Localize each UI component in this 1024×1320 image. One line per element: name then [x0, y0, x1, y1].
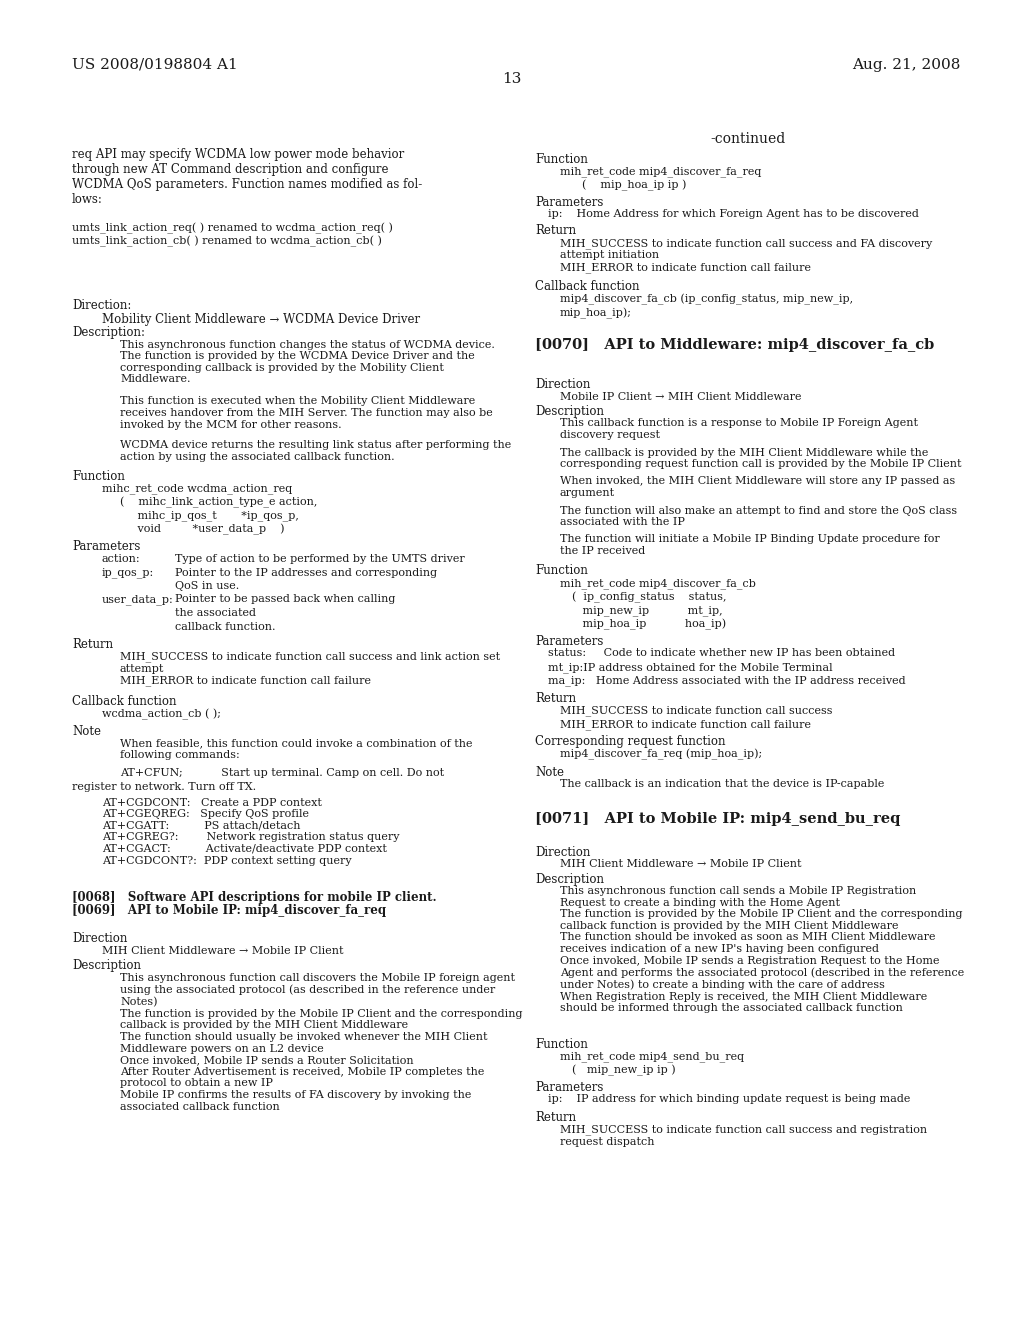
Text: Description: Description — [72, 960, 141, 973]
Text: mt_ip:IP address obtained for the Mobile Terminal: mt_ip:IP address obtained for the Mobile… — [548, 663, 833, 673]
Text: This asynchronous function call discovers the Mobile IP foreign agent
using the : This asynchronous function call discover… — [120, 973, 522, 1111]
Text: The function will initiate a Mobile IP Binding Update procedure for
the IP recei: The function will initiate a Mobile IP B… — [560, 535, 940, 556]
Text: Direction: Direction — [72, 932, 127, 945]
Text: Function: Function — [72, 470, 125, 483]
Text: mih_ret_code mip4_discover_fa_cb: mih_ret_code mip4_discover_fa_cb — [560, 578, 756, 589]
Text: user_data_p:: user_data_p: — [102, 594, 174, 605]
Text: Parameters: Parameters — [535, 195, 603, 209]
Text: US 2008/0198804 A1: US 2008/0198804 A1 — [72, 58, 238, 73]
Text: [0069]   API to Mobile IP: mip4_discover_fa_req: [0069] API to Mobile IP: mip4_discover_f… — [72, 904, 386, 917]
Text: Pointer to the IP addresses and corresponding: Pointer to the IP addresses and correspo… — [175, 568, 437, 578]
Text: (    mip_hoa_ip ip ): ( mip_hoa_ip ip ) — [582, 180, 686, 191]
Text: MIH Client Middleware → Mobile IP Client: MIH Client Middleware → Mobile IP Client — [560, 859, 802, 869]
Text: QoS in use.: QoS in use. — [175, 581, 240, 591]
Text: wcdma_action_cb ( );: wcdma_action_cb ( ); — [102, 709, 221, 719]
Text: mih_ret_code mip4_discover_fa_req: mih_ret_code mip4_discover_fa_req — [560, 166, 762, 177]
Text: The callback is provided by the MIH Client Middleware while the
corresponding re: The callback is provided by the MIH Clie… — [560, 447, 962, 469]
Text: When invoked, the MIH Client Middleware will store any IP passed as
argument: When invoked, the MIH Client Middleware … — [560, 477, 955, 498]
Text: ma_ip:   Home Address associated with the IP address received: ma_ip: Home Address associated with the … — [548, 676, 905, 686]
Text: mip_new_ip           mt_ip,: mip_new_ip mt_ip, — [572, 605, 723, 615]
Text: Parameters: Parameters — [535, 1081, 603, 1094]
Text: AT+CGDCONT:   Create a PDP context
AT+CGEQREG:   Specify QoS profile
AT+CGATT:  : AT+CGDCONT: Create a PDP context AT+CGEQ… — [102, 797, 399, 866]
Text: ip_qos_p:: ip_qos_p: — [102, 568, 155, 578]
Text: Type of action to be performed by the UMTS driver: Type of action to be performed by the UM… — [175, 554, 465, 564]
Text: This asynchronous function call sends a Mobile IP Registration
Request to create: This asynchronous function call sends a … — [560, 886, 965, 1014]
Text: Aug. 21, 2008: Aug. 21, 2008 — [852, 58, 961, 73]
Text: register to network. Turn off TX.: register to network. Turn off TX. — [72, 781, 256, 792]
Text: mip4_discover_fa_cb (ip_config_status, mip_new_ip,: mip4_discover_fa_cb (ip_config_status, m… — [560, 294, 853, 305]
Text: mih_ret_code mip4_send_bu_req: mih_ret_code mip4_send_bu_req — [560, 1051, 744, 1061]
Text: callback function.: callback function. — [175, 622, 275, 631]
Text: (   mip_new_ip ip ): ( mip_new_ip ip ) — [572, 1064, 676, 1076]
Text: mip4_discover_fa_req (mip_hoa_ip);: mip4_discover_fa_req (mip_hoa_ip); — [560, 748, 762, 760]
Text: ip:    Home Address for which Foreign Agent has to be discovered: ip: Home Address for which Foreign Agent… — [548, 209, 919, 219]
Text: Note: Note — [535, 766, 564, 779]
Text: Parameters: Parameters — [72, 540, 140, 553]
Text: Parameters: Parameters — [535, 635, 603, 648]
Text: status:     Code to indicate whether new IP has been obtained: status: Code to indicate whether new IP … — [548, 648, 895, 659]
Text: This callback function is a response to Mobile IP Foreign Agent
discovery reques: This callback function is a response to … — [560, 418, 918, 440]
Text: mihc_ret_code wcdma_action_req: mihc_ret_code wcdma_action_req — [102, 483, 292, 494]
Text: The function will also make an attempt to find and store the QoS class
associate: The function will also make an attempt t… — [560, 506, 957, 527]
Text: [0070]   API to Middleware: mip4_discover_fa_cb: [0070] API to Middleware: mip4_discover_… — [535, 338, 934, 352]
Text: [0071]   API to Mobile IP: mip4_send_bu_req: [0071] API to Mobile IP: mip4_send_bu_re… — [535, 812, 900, 825]
Text: Description:: Description: — [72, 326, 145, 339]
Text: action:: action: — [102, 554, 140, 564]
Text: mihc_ip_qos_t       *ip_qos_p,: mihc_ip_qos_t *ip_qos_p, — [120, 511, 299, 521]
Text: MIH_SUCCESS to indicate function call success and link action set
attempt
MIH_ER: MIH_SUCCESS to indicate function call su… — [120, 652, 500, 686]
Text: Callback function: Callback function — [535, 281, 640, 293]
Text: req API may specify WCDMA low power mode behavior
through new AT Command descrip: req API may specify WCDMA low power mode… — [72, 148, 422, 206]
Text: Mobile IP Client → MIH Client Middleware: Mobile IP Client → MIH Client Middleware — [560, 392, 802, 401]
Text: Return: Return — [535, 692, 577, 705]
Text: umts_link_action_req( ) renamed to wcdma_action_req( )
umts_link_action_cb( ) re: umts_link_action_req( ) renamed to wcdma… — [72, 223, 393, 247]
Text: Mobility Client Middleware → WCDMA Device Driver: Mobility Client Middleware → WCDMA Devic… — [102, 313, 420, 326]
Text: When feasible, this function could invoke a combination of the
following command: When feasible, this function could invok… — [120, 738, 472, 760]
Text: Callback function: Callback function — [72, 696, 176, 708]
Text: Function: Function — [535, 153, 588, 166]
Text: MIH_SUCCESS to indicate function call success and registration
request dispatch: MIH_SUCCESS to indicate function call su… — [560, 1125, 927, 1147]
Text: (    mihc_link_action_type_e action,: ( mihc_link_action_type_e action, — [120, 498, 317, 508]
Text: Direction: Direction — [535, 846, 591, 858]
Text: Note: Note — [72, 725, 101, 738]
Text: -continued: -continued — [711, 132, 785, 147]
Text: MIH Client Middleware → Mobile IP Client: MIH Client Middleware → Mobile IP Client — [102, 946, 343, 956]
Text: Direction:: Direction: — [72, 300, 131, 312]
Text: Description: Description — [535, 873, 604, 886]
Text: AT+CFUN;           Start up terminal. Camp on cell. Do not: AT+CFUN; Start up terminal. Camp on cell… — [120, 768, 444, 779]
Text: Description: Description — [535, 405, 604, 418]
Text: WCDMA device returns the resulting link status after performing the
action by us: WCDMA device returns the resulting link … — [120, 440, 511, 462]
Text: the associated: the associated — [175, 609, 256, 618]
Text: Return: Return — [72, 638, 113, 651]
Text: This asynchronous function changes the status of WCDMA device.
The function is p: This asynchronous function changes the s… — [120, 339, 495, 384]
Text: MIH_SUCCESS to indicate function call success: MIH_SUCCESS to indicate function call su… — [560, 705, 833, 717]
Text: This function is executed when the Mobility Client Middleware
receives handover : This function is executed when the Mobil… — [120, 396, 493, 430]
Text: Return: Return — [535, 1111, 577, 1125]
Text: MIH_ERROR to indicate function call failure: MIH_ERROR to indicate function call fail… — [560, 719, 811, 730]
Text: Function: Function — [535, 1038, 588, 1051]
Text: Corresponding request function: Corresponding request function — [535, 735, 725, 748]
Text: 13: 13 — [503, 73, 521, 86]
Text: mip_hoa_ip);: mip_hoa_ip); — [560, 308, 632, 319]
Text: (  ip_config_status    status,: ( ip_config_status status, — [572, 591, 726, 603]
Text: Return: Return — [535, 224, 577, 238]
Text: Direction: Direction — [535, 378, 591, 391]
Text: ip:    IP address for which binding update request is being made: ip: IP address for which binding update … — [548, 1094, 910, 1105]
Text: Function: Function — [535, 565, 588, 578]
Text: MIH_SUCCESS to indicate function call success and FA discovery
attempt initiatio: MIH_SUCCESS to indicate function call su… — [560, 238, 932, 273]
Text: The callback is an indication that the device is IP-capable: The callback is an indication that the d… — [560, 779, 885, 789]
Text: [0068]   Software API descriptions for mobile IP client.: [0068] Software API descriptions for mob… — [72, 891, 436, 903]
Text: void         *user_data_p    ): void *user_data_p ) — [120, 524, 285, 536]
Text: Pointer to be passed back when calling: Pointer to be passed back when calling — [175, 594, 395, 605]
Text: mip_hoa_ip           hoa_ip): mip_hoa_ip hoa_ip) — [572, 619, 726, 630]
